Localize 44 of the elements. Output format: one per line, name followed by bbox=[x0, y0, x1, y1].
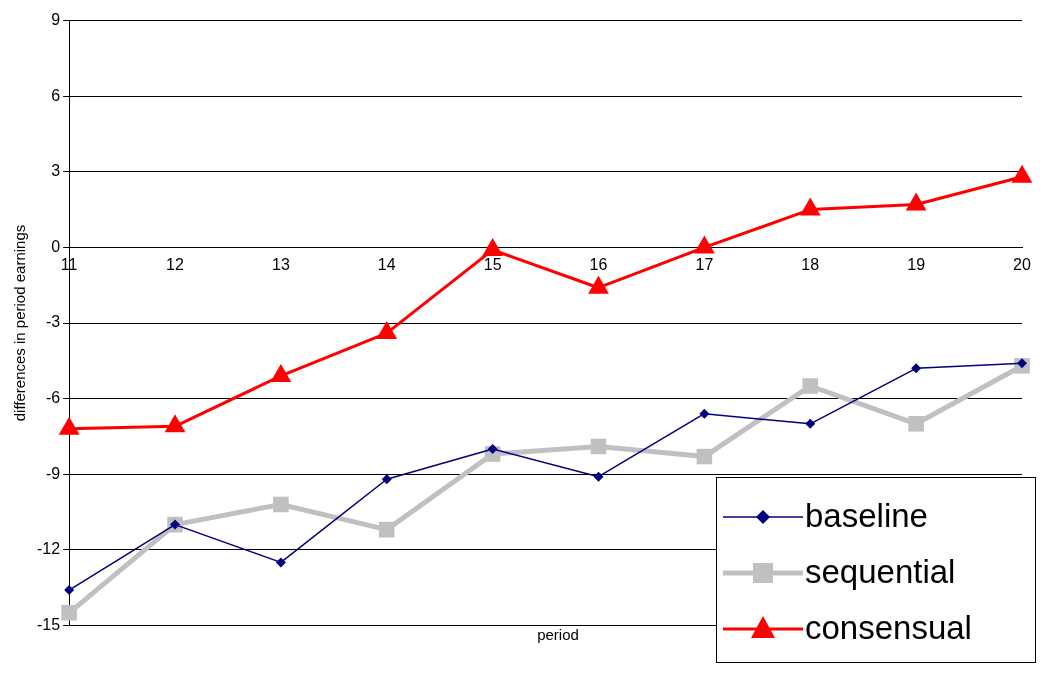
x-tick-label: 12 bbox=[166, 256, 184, 274]
x-tick-label: 17 bbox=[695, 256, 714, 274]
x-tick-label: 13 bbox=[271, 256, 290, 274]
point bbox=[61, 605, 77, 621]
y-tick-label: -12 bbox=[37, 540, 61, 558]
y-tick-label: 0 bbox=[51, 237, 61, 255]
y-tick-label: 9 bbox=[51, 11, 61, 29]
point bbox=[482, 237, 504, 256]
y-axis-title: differences in period earnings bbox=[11, 224, 29, 422]
point bbox=[593, 471, 604, 482]
y-tick-label: 3 bbox=[51, 162, 61, 180]
point bbox=[590, 438, 607, 455]
x-tick-label: 16 bbox=[589, 256, 608, 274]
legend-label: consensual bbox=[805, 609, 972, 647]
point bbox=[696, 448, 713, 465]
x-tick-label: 20 bbox=[1013, 256, 1031, 274]
point bbox=[378, 521, 395, 538]
point bbox=[275, 557, 286, 568]
point bbox=[802, 378, 819, 394]
point bbox=[799, 197, 821, 216]
point bbox=[273, 496, 289, 513]
x-tick-label: 15 bbox=[483, 256, 502, 274]
point bbox=[376, 321, 398, 340]
x-axis-title: period bbox=[537, 626, 579, 643]
point bbox=[588, 275, 609, 294]
y-tick-label: -3 bbox=[45, 313, 61, 331]
x-tick-label: 18 bbox=[801, 256, 820, 274]
point bbox=[905, 192, 927, 211]
legend-label: sequential bbox=[805, 553, 956, 591]
x-tick-label: 14 bbox=[377, 256, 396, 274]
point bbox=[699, 408, 710, 419]
y-tick-label: -9 bbox=[45, 464, 61, 482]
point bbox=[381, 474, 392, 485]
y-tick-label: -6 bbox=[45, 389, 61, 407]
y-tick-label: 6 bbox=[51, 86, 61, 104]
point bbox=[1011, 164, 1033, 183]
legend-label: baseline bbox=[805, 497, 928, 535]
point bbox=[64, 585, 75, 596]
x-tick-label: 19 bbox=[907, 256, 926, 274]
point bbox=[908, 416, 924, 432]
point bbox=[805, 418, 816, 429]
y-tick-label: -15 bbox=[37, 615, 61, 633]
point bbox=[693, 235, 715, 254]
point bbox=[911, 363, 922, 374]
